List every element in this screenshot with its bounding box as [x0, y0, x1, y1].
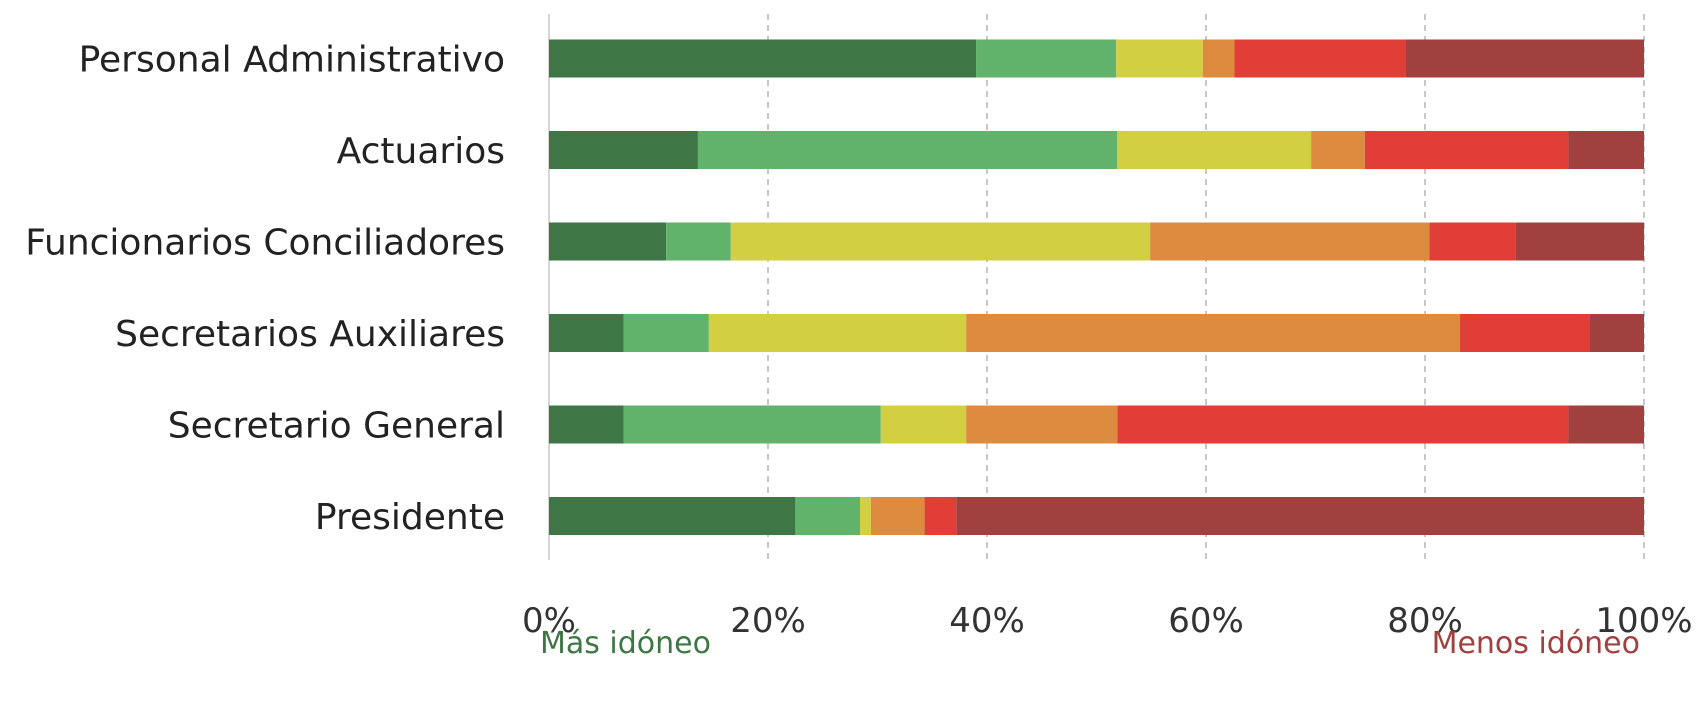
category-label: Presidente — [315, 497, 505, 538]
bar-segment — [1116, 39, 1203, 78]
grid-lines — [548, 14, 1645, 560]
bar-segment — [795, 497, 860, 535]
bar-segment — [549, 405, 624, 444]
bar-segment — [1568, 131, 1644, 169]
bar-segment — [1405, 39, 1644, 78]
x-tick-label: 80% — [1387, 601, 1463, 641]
category-label: Funcionarios Conciliadores — [25, 223, 505, 264]
bar-segment — [549, 222, 667, 261]
bar-segment — [1429, 222, 1516, 261]
x-tick-label: 0% — [522, 601, 576, 641]
bar-segment — [666, 222, 731, 261]
x-tick-label: 100% — [1595, 601, 1692, 641]
bar-segment — [549, 314, 624, 352]
bar-segment — [623, 405, 881, 444]
bar-segment — [730, 222, 1151, 261]
bar-segment — [549, 497, 796, 535]
bar-segment — [1589, 314, 1644, 352]
bar-segment — [966, 405, 1118, 444]
legend-left-label: Más idóneo — [540, 626, 711, 661]
bar-segment — [1364, 131, 1569, 169]
bar-segment — [966, 314, 1461, 352]
bar-segment — [1202, 39, 1235, 78]
bar-segment — [859, 497, 871, 535]
bar-segment — [976, 39, 1117, 78]
bars — [549, 39, 1644, 535]
bar-segment — [880, 405, 967, 444]
legend-right-label: Menos idóneo — [1432, 626, 1640, 661]
bar-segment — [549, 131, 698, 169]
bar-segment — [1234, 39, 1406, 78]
category-label: Secretarios Auxiliares — [115, 314, 505, 355]
category-label: Personal Administrativo — [79, 40, 505, 81]
bar-segment — [1515, 222, 1644, 261]
bar-segment — [1311, 131, 1365, 169]
category-label: Secretario General — [168, 406, 505, 447]
bar-segment — [697, 131, 1118, 169]
bar-segment — [1460, 314, 1590, 352]
bar-segment — [1150, 222, 1430, 261]
bar-segment — [870, 497, 925, 535]
bar-segment — [623, 314, 709, 352]
gradient-legend: Más idóneo Menos idóneo — [540, 626, 1640, 661]
bar-segment — [1117, 131, 1312, 169]
bar-segment — [1117, 405, 1569, 444]
bar-segment — [549, 39, 977, 78]
category-label: Actuarios — [337, 131, 505, 172]
bar-segment — [1568, 405, 1644, 444]
bar-segment — [924, 497, 957, 535]
bar-segment — [956, 497, 1644, 535]
bar-segment — [708, 314, 967, 352]
category-labels: Personal Administrativo Actuarios Funciona… — [25, 40, 505, 539]
